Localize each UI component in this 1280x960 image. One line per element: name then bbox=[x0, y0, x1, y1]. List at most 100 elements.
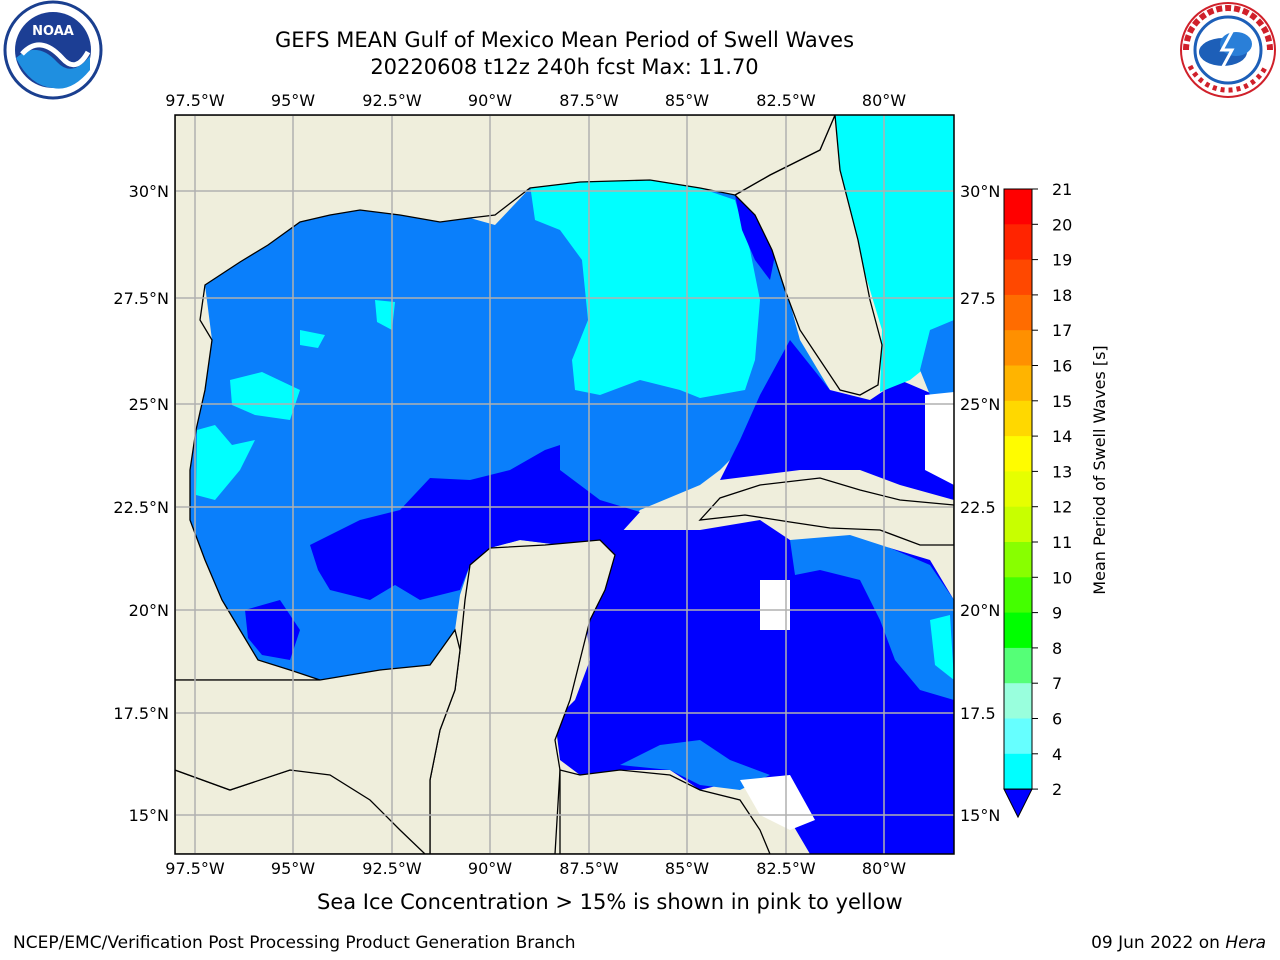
lat-ticks-left: 30°N 27.5°N 25°N 22.5°N 20°N 17.5°N 15°N bbox=[113, 182, 169, 825]
no-data-patch bbox=[760, 580, 790, 630]
colorbar-tick-label: 6 bbox=[1052, 710, 1062, 729]
colorbar: 21 20 19 18 17 16 15 14 13 12 11 10 9 8 7 6 4 2 bbox=[1003, 180, 1072, 819]
colorbar-segment bbox=[1004, 471, 1032, 508]
lat-tick-label: 20°N bbox=[129, 601, 169, 620]
lon-tick-label: 80°W bbox=[862, 859, 906, 878]
lat-ticks-right: 30°N 27.5 25°N 22.5 20°N 17.5 15°N bbox=[960, 182, 1000, 825]
colorbar-tick-label: 17 bbox=[1052, 321, 1072, 340]
colorbar-extend-arrow bbox=[1003, 788, 1033, 819]
colorbar-tick-label: 11 bbox=[1052, 533, 1072, 552]
central-america-land bbox=[559, 769, 771, 854]
colorbar-tick-label: 14 bbox=[1052, 427, 1072, 446]
lon-tick-label: 82.5°W bbox=[756, 91, 816, 110]
lon-tick-label: 92.5°W bbox=[362, 859, 422, 878]
atlantic-swell-2-4s-edge bbox=[920, 320, 954, 400]
no-data-patch bbox=[925, 392, 954, 485]
footer-credit: NCEP/EMC/Verification Post Processing Pr… bbox=[13, 933, 576, 953]
lat-tick-label: 25°N bbox=[129, 395, 169, 414]
colorbar-tick-label: 4 bbox=[1052, 745, 1062, 764]
footer-date: 09 Jun 2022 on Hera bbox=[1091, 933, 1266, 953]
colorbar-segment bbox=[1004, 436, 1032, 472]
gulf-swell-4-6s-northeast bbox=[530, 180, 760, 398]
colorbar-tick-label: 7 bbox=[1052, 674, 1062, 693]
colorbar-segment bbox=[1004, 753, 1032, 790]
footer-machine: Hera bbox=[1225, 933, 1266, 953]
lat-tick-label: 17.5 bbox=[960, 704, 996, 723]
chart-subtitle: 20220608 t12z 240h fcst Max: 11.70 bbox=[370, 55, 759, 79]
caribbean-swell-4-6s-patch bbox=[930, 615, 954, 680]
gulf-swell-0-2s-ne-edge bbox=[735, 195, 775, 280]
colorbar-segment bbox=[1004, 259, 1032, 296]
lon-tick-label: 92.5°W bbox=[362, 91, 422, 110]
colorbar-tick-label: 20 bbox=[1052, 215, 1072, 234]
colorbar-segment bbox=[1004, 612, 1032, 649]
colorbar-segment bbox=[1004, 542, 1032, 578]
lat-tick-label: 22.5 bbox=[960, 498, 996, 517]
colorbar-segment bbox=[1004, 718, 1032, 755]
colorbar-tick-label: 12 bbox=[1052, 498, 1072, 517]
mexico-land bbox=[175, 628, 461, 854]
colorbar-tick-label: 21 bbox=[1052, 180, 1072, 199]
lon-tick-label: 90°W bbox=[468, 91, 512, 110]
lat-tick-label: 30°N bbox=[129, 182, 169, 201]
colorbar-frame bbox=[1003, 188, 1033, 790]
atlantic-swell-4-6s bbox=[835, 115, 954, 392]
lat-tick-label: 17.5°N bbox=[113, 704, 169, 723]
colorbar-tick-label: 19 bbox=[1052, 251, 1072, 270]
colorbar-segment bbox=[1004, 647, 1032, 684]
lon-tick-label: 97.5°W bbox=[165, 859, 225, 878]
colorbar-segment bbox=[1004, 189, 1032, 225]
lon-tick-label: 82.5°W bbox=[756, 859, 816, 878]
chart-title: GEFS MEAN Gulf of Mexico Mean Period of … bbox=[274, 28, 855, 52]
gulf-swell-4-6s-patch bbox=[230, 372, 300, 420]
lat-tick-label: 15°N bbox=[960, 806, 1000, 825]
lon-tick-label: 87.5°W bbox=[559, 859, 619, 878]
gulf-swell-4-6s-patch bbox=[375, 300, 395, 330]
map-frame bbox=[174, 114, 955, 855]
lon-tick-label: 85°W bbox=[665, 91, 709, 110]
lon-tick-label: 87.5°W bbox=[559, 91, 619, 110]
colorbar-tick-label: 9 bbox=[1052, 604, 1062, 623]
lon-ticks-top: 97.5°W 95°W 92.5°W 90°W 87.5°W 85°W 82.5… bbox=[165, 91, 906, 110]
gulf-swell-4-6s-patch bbox=[300, 330, 325, 348]
gulf-swell-0-2s-sw bbox=[245, 600, 300, 660]
colorbar-segment bbox=[1004, 400, 1032, 437]
lon-tick-label: 90°W bbox=[468, 859, 512, 878]
lat-tick-label: 15°N bbox=[129, 806, 169, 825]
us-gulf-coast-land bbox=[175, 115, 836, 681]
no-data-patch bbox=[740, 775, 815, 830]
colorbar-tick-label: 2 bbox=[1052, 780, 1062, 799]
lat-tick-label: 30°N bbox=[960, 182, 1000, 201]
lon-tick-label: 85°W bbox=[665, 859, 709, 878]
lon-ticks-bottom: 97.5°W 95°W 92.5°W 90°W 87.5°W 85°W 82.5… bbox=[165, 859, 906, 878]
lat-tick-label: 27.5°N bbox=[113, 289, 169, 308]
colorbar-tick-label: 18 bbox=[1052, 286, 1072, 305]
lat-tick-label: 22.5°N bbox=[113, 498, 169, 517]
lat-tick-label: 25°N bbox=[960, 395, 1000, 414]
lon-tick-label: 97.5°W bbox=[165, 91, 225, 110]
colorbar-segment bbox=[1004, 506, 1032, 543]
caribbean-swell-2-4s-south bbox=[620, 740, 770, 790]
colorbar-tick-label: 16 bbox=[1052, 357, 1072, 376]
colorbar-segment bbox=[1004, 365, 1032, 402]
colorbar-segment bbox=[1004, 330, 1032, 366]
cuba-land bbox=[698, 477, 954, 546]
colorbar-segment bbox=[1004, 577, 1032, 614]
gulf-swell-0-2s-east bbox=[720, 340, 954, 500]
colorbar-segment bbox=[1004, 294, 1032, 331]
caribbean-swell-0-2s bbox=[555, 520, 954, 854]
colorbar-tick-label: 15 bbox=[1052, 392, 1072, 411]
lon-tick-label: 80°W bbox=[862, 91, 906, 110]
lat-tick-label: 27.5 bbox=[960, 289, 996, 308]
colorbar-tick-label: 10 bbox=[1052, 568, 1072, 587]
footer-date-text: 09 Jun 2022 on bbox=[1091, 933, 1226, 953]
colorbar-tick-label: 8 bbox=[1052, 639, 1062, 658]
colorbar-segment bbox=[1004, 224, 1032, 261]
grid-lines bbox=[175, 115, 954, 854]
gulf-swell-4-6s-patch bbox=[196, 425, 255, 500]
svg-text:NOAA: NOAA bbox=[32, 24, 74, 39]
lon-tick-label: 95°W bbox=[271, 91, 315, 110]
colorbar-label: Mean Period of Swell Waves [s] bbox=[1090, 345, 1109, 594]
noaa-logo: NOAA bbox=[3, 0, 103, 100]
